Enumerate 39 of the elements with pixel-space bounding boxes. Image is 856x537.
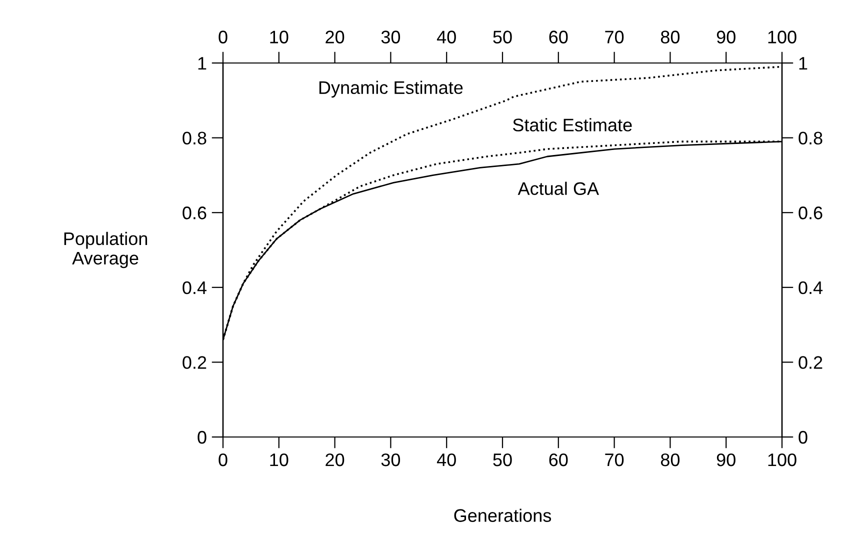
x-tick-label: 60 — [549, 453, 568, 466]
x2-tick-label: 90 — [716, 30, 736, 44]
x2-tick-label: 100 — [768, 30, 796, 44]
x2-tick-label: 20 — [326, 30, 344, 44]
x-tick-label: 50 — [493, 453, 512, 466]
y2-tick-label: 0.6 — [798, 206, 822, 220]
y-tick-label: 0.2 — [182, 356, 206, 369]
x-tick-label: 30 — [381, 453, 400, 466]
y2-tick-label: 1 — [799, 57, 808, 70]
y-tick-label: 1 — [198, 57, 206, 70]
x-tick-label: 70 — [605, 453, 624, 466]
x-tick-label: 90 — [716, 453, 736, 466]
y-tick-label: 0.4 — [182, 281, 206, 294]
y2-tick-label: 0.2 — [798, 356, 822, 369]
x2-tick-label: 80 — [660, 30, 680, 44]
series-label: Dynamic Estimate — [319, 80, 463, 98]
y2-tick-label: 0 — [798, 430, 808, 444]
x2-tick-label: 30 — [381, 30, 400, 44]
x2-tick-label: 0 — [218, 30, 228, 44]
x-tick-label: 10 — [270, 453, 288, 466]
x2-tick-label: 60 — [549, 30, 568, 44]
series-label: Static Estimate — [512, 118, 632, 132]
x2-tick-label: 70 — [605, 30, 624, 44]
x-tick-label: 80 — [660, 453, 680, 466]
y-tick-label: 0.8 — [182, 132, 206, 145]
y2-tick-label: 0.4 — [798, 281, 823, 294]
x-tick-label: 40 — [436, 453, 456, 466]
x2-tick-label: 40 — [436, 30, 456, 44]
series-label: Actual GA — [518, 182, 600, 196]
y-tick-label: 0 — [198, 430, 206, 444]
x-tick-label: 0 — [218, 453, 228, 466]
x2-tick-label: 10 — [270, 30, 288, 44]
y2-tick-label: 0.8 — [798, 132, 822, 145]
x-tick-label: 100 — [768, 453, 796, 466]
x-axis-title: Generations — [454, 508, 552, 522]
y-axis-title: Population Average — [64, 232, 148, 268]
x2-tick-label: 50 — [493, 30, 512, 44]
y-tick-label: 0.6 — [182, 206, 206, 220]
x-tick-label: 20 — [326, 453, 344, 466]
